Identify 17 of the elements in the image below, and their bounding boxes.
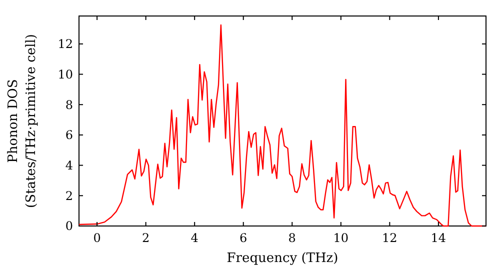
y-axis-title: Phonon DOS (States/THz·primitive cell) bbox=[6, 34, 39, 208]
y-tick-label: 10 bbox=[58, 67, 73, 82]
y-tick-label: 2 bbox=[65, 188, 73, 203]
x-tick-label: 12 bbox=[382, 231, 398, 245]
x-axis-title: Frequency (THz) bbox=[226, 251, 338, 266]
x-tick-label: 0 bbox=[93, 231, 101, 245]
x-tick-label: 14 bbox=[430, 231, 446, 245]
x-tick-label: 10 bbox=[333, 231, 349, 245]
y-tick-label: 0 bbox=[65, 219, 73, 234]
x-tick-label: 4 bbox=[190, 231, 199, 245]
x-tick-label: 2 bbox=[142, 231, 150, 245]
y-tick-label: 6 bbox=[65, 128, 73, 142]
y-tick-label: 8 bbox=[65, 98, 73, 112]
y-tick-label: 12 bbox=[58, 37, 73, 52]
x-tick-label: 6 bbox=[240, 231, 248, 245]
x-tick-label: 8 bbox=[288, 231, 296, 245]
y-tick-label: 4 bbox=[65, 158, 74, 173]
